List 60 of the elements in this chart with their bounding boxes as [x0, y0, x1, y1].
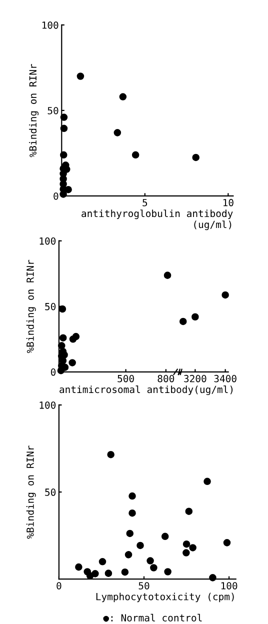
point: [150, 564, 158, 572]
point: [124, 551, 132, 558]
point: [136, 542, 144, 550]
point: [58, 342, 66, 350]
point: [58, 305, 66, 313]
y-axis-title: %Binding on RINr: [26, 446, 36, 539]
point: [192, 154, 200, 162]
x-tick-label: 800: [158, 374, 174, 382]
point: [114, 129, 122, 136]
point: [182, 549, 190, 556]
y-tick-label: 100: [40, 401, 56, 409]
point: [72, 332, 80, 340]
x-axis-title: antithyroglobulin antibody (ug/ml): [82, 210, 233, 230]
point: [60, 190, 67, 198]
x-axis-title: Lymphocytotoxicity (cpm): [96, 592, 234, 602]
point: [92, 570, 99, 578]
point: [107, 450, 114, 458]
point: [98, 558, 106, 566]
x-tick-label: 10: [223, 198, 234, 206]
x-tick-label: 500: [118, 374, 134, 382]
point: [204, 478, 211, 486]
point: [60, 151, 68, 159]
point: [161, 532, 169, 540]
point: [128, 509, 136, 517]
x-tick-label: 3400: [214, 374, 236, 382]
x-tick-label: 3200: [184, 374, 206, 382]
point: [121, 568, 129, 576]
point: [119, 93, 127, 100]
point: [164, 272, 172, 279]
point: [164, 568, 172, 576]
point: [223, 539, 231, 546]
point: [59, 334, 67, 342]
x-tick-label: 50: [138, 582, 150, 590]
x-tick-label: 100: [221, 582, 238, 590]
x-axis-title: antimicrosomal antibody(ug/ml): [60, 386, 233, 396]
y-tick-label: 100: [40, 237, 56, 245]
point: [189, 544, 196, 552]
y-tick-label: 50: [45, 488, 56, 496]
y-tick-label: 0: [54, 192, 58, 200]
point: [104, 570, 112, 577]
point: [60, 124, 68, 132]
point: [126, 530, 134, 538]
point: [182, 540, 190, 548]
point: [60, 114, 68, 121]
point: [185, 508, 193, 515]
point: [68, 359, 76, 366]
point: [146, 557, 154, 564]
point: [128, 492, 136, 500]
y-axis-title: %Binding on RINr: [26, 260, 36, 354]
y-tick-label: 50: [48, 106, 58, 114]
point: [75, 563, 82, 571]
y-tick-label: 50: [45, 302, 56, 310]
y-tick-label: 0: [50, 368, 56, 376]
y-tick-label: 100: [42, 21, 58, 29]
x-tick-label: 5: [142, 199, 148, 206]
text: ●: Normal control: [103, 614, 202, 622]
point: [76, 72, 84, 80]
point: [132, 151, 140, 159]
y-axis-title: %Binding on RINr: [29, 64, 39, 158]
point: [209, 574, 216, 582]
